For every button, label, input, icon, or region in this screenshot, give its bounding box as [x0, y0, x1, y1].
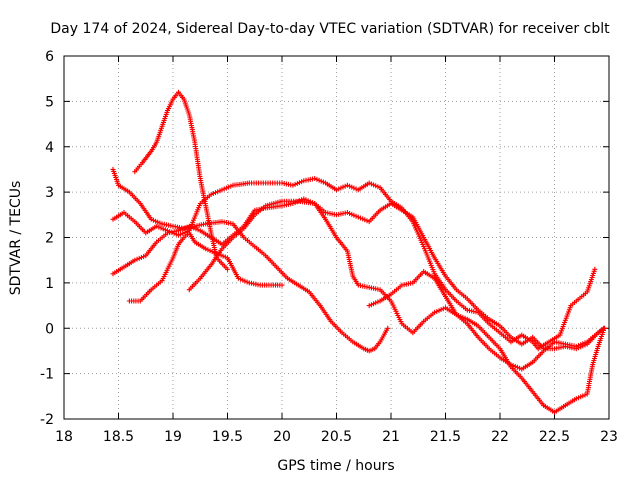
- x-tick-labels: 18 18.5 19 19.5 20 20.5 21 21.5 22 22.5 23: [55, 429, 618, 445]
- x-tick-label: 21.5: [430, 429, 461, 445]
- axis-ticks: [63, 55, 610, 420]
- series-markers: [132, 89, 230, 272]
- series-track-3: [110, 176, 598, 352]
- y-tick-label: 1: [45, 276, 54, 292]
- x-tick-label: 20: [273, 429, 291, 445]
- x-tick-label: 20.5: [321, 429, 352, 445]
- y-tick-label: -1: [40, 367, 54, 383]
- y-tick-label: 2: [45, 231, 54, 247]
- series-markers: [186, 198, 606, 372]
- series-markers: [110, 176, 598, 352]
- series-markers: [126, 230, 285, 304]
- series-track-5: [126, 230, 285, 304]
- x-tick-label: 18.5: [103, 429, 134, 445]
- x-axis-label: GPS time / hours: [277, 458, 394, 474]
- series-track-7: [366, 269, 606, 415]
- series-track-2: [132, 89, 230, 272]
- y-tick-label: 6: [45, 49, 54, 65]
- y-tick-label: 4: [45, 140, 54, 156]
- x-tick-label: 22.5: [539, 429, 570, 445]
- x-tick-label: 19: [164, 429, 182, 445]
- y-tick-label: 0: [45, 321, 54, 337]
- y-axis-label: SDTVAR / TECUs: [8, 181, 24, 296]
- series-track-6: [186, 198, 606, 372]
- x-tick-label: 22: [491, 429, 509, 445]
- series-track-1: [110, 166, 391, 354]
- y-tick-label: -2: [40, 412, 54, 428]
- x-tick-label: 23: [600, 429, 618, 445]
- y-tick-labels: -2 -1 0 1 2 3 4 5 6: [40, 49, 54, 428]
- x-tick-label: 18: [55, 429, 73, 445]
- series-markers: [110, 166, 391, 354]
- series-markers: [366, 269, 606, 415]
- x-tick-label: 19.5: [212, 429, 243, 445]
- x-tick-label: 21: [382, 429, 400, 445]
- data-marks: [110, 89, 608, 415]
- y-tick-label: 3: [45, 185, 54, 201]
- chart-title: Day 174 of 2024, Sidereal Day-to-day VTE…: [50, 21, 610, 37]
- y-tick-label: 5: [45, 94, 54, 110]
